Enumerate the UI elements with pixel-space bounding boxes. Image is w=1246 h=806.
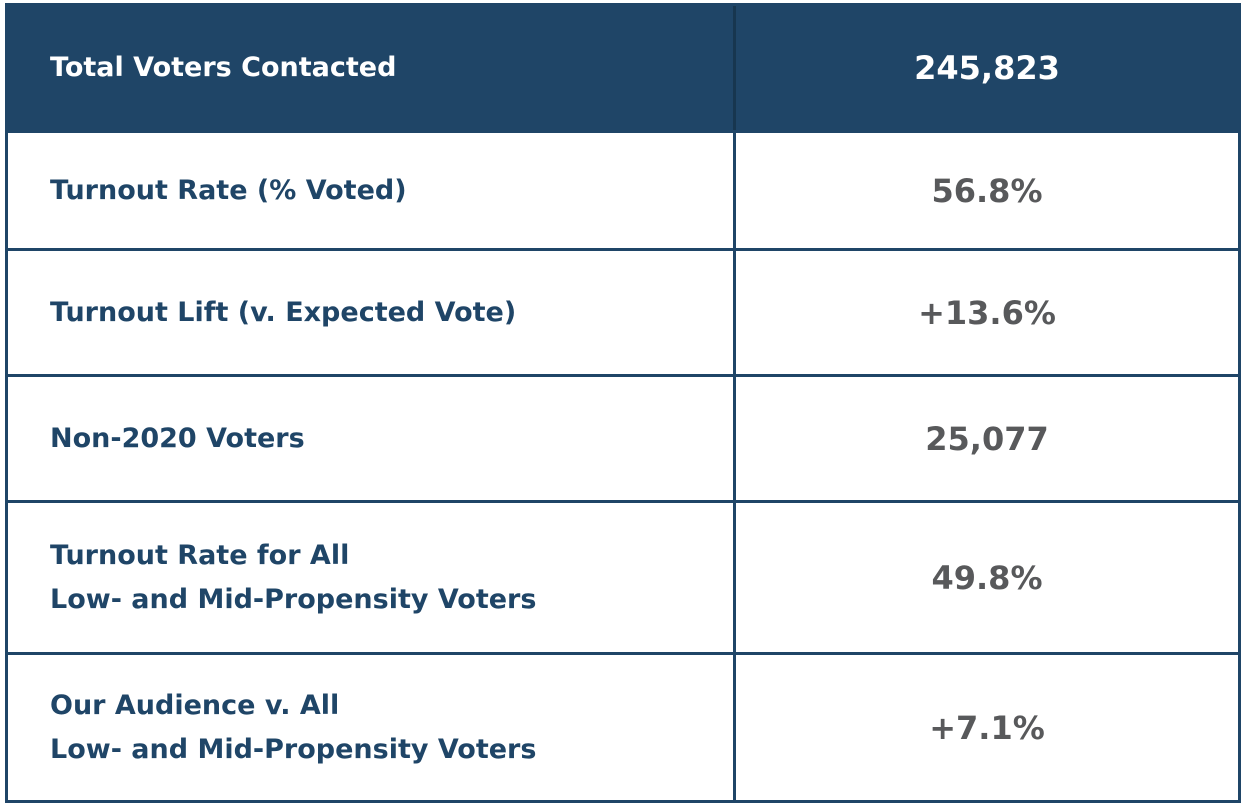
header-row: Total Voters Contacted 245,823 [8,6,1238,130]
row-value: 25,077 [925,419,1049,458]
row-value: +7.1% [929,708,1045,747]
table-row: Turnout Rate (% Voted) 56.8% [8,130,1238,248]
row-label: Our Audience v. All Low- and Mid-Propensi… [8,655,736,800]
row-label: Non-2020 Voters [8,377,736,500]
label-line: Turnout Rate for All [50,539,350,571]
row-value: +13.6% [918,293,1056,332]
row-value: 49.8% [931,558,1043,597]
label-line: Total Voters Contacted [50,52,397,83]
label-line: Our Audience v. All [50,689,340,721]
table-row: Turnout Lift (v. Expected Vote) +13.6% [8,248,1238,374]
row-label: Turnout Rate for All Low- and Mid-Propens… [8,503,736,652]
label-line: Turnout Rate (% Voted) [50,174,407,206]
label-line: Non-2020 Voters [50,422,305,454]
row-value: 56.8% [931,171,1043,210]
row-label: Turnout Rate (% Voted) [8,133,736,248]
results-table: Total Voters Contacted 245,823 Turnout Rat… [5,3,1241,803]
table-row: Our Audience v. All Low- and Mid-Propensi… [8,652,1238,800]
table-row: Non-2020 Voters 25,077 [8,374,1238,500]
row-label: Total Voters Contacted [8,6,736,130]
label-line: Low- and Mid-Propensity Voters [50,733,537,765]
row-value: 245,823 [914,49,1060,87]
label-line: Turnout Lift (v. Expected Vote) [50,296,517,328]
table-row: Turnout Rate for All Low- and Mid-Propens… [8,500,1238,652]
label-line: Low- and Mid-Propensity Voters [50,583,537,615]
row-label: Turnout Lift (v. Expected Vote) [8,251,736,374]
